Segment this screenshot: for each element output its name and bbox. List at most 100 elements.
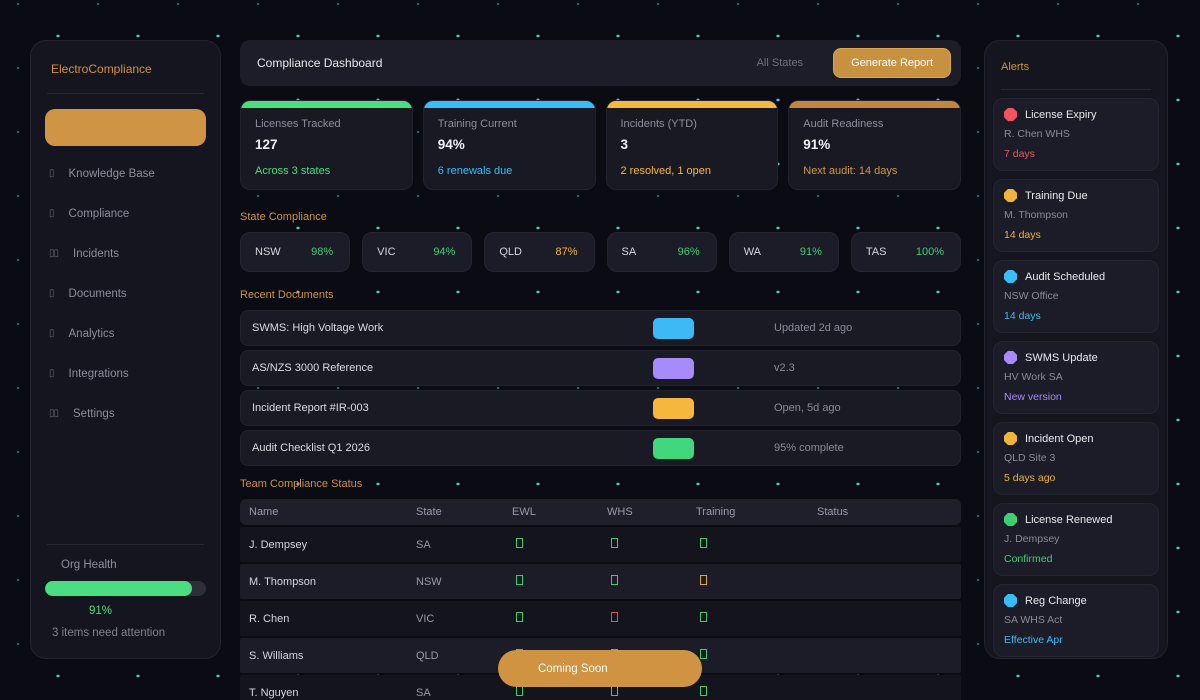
- menu-item-icon: ▯▯: [49, 408, 59, 419]
- alert-value: Confirmed: [1004, 553, 1053, 565]
- alert-status-dot-icon: [1004, 351, 1017, 364]
- sidebar-item-label: Analytics: [68, 328, 115, 340]
- alert-list-item[interactable]: License Expiry R. Chen WHS 7 days: [993, 98, 1159, 171]
- state-name: TAS: [865, 246, 887, 258]
- sidebar-item-label: Documents: [68, 288, 127, 300]
- alert-status-dot-icon: [1004, 189, 1017, 202]
- whs-check-icon: [611, 686, 618, 696]
- alert-value: 14 days: [1004, 310, 1041, 322]
- alert-title: Incident Open: [1025, 432, 1094, 445]
- cell-state: SA: [416, 686, 431, 699]
- stat-card-accent-bar: [606, 101, 778, 108]
- alerts-divider: [1001, 89, 1151, 90]
- org-health-progress: [45, 581, 206, 597]
- table-row: R. Chen VIC: [240, 601, 961, 636]
- stat-card: Training Current 94% 6 renewals due: [422, 100, 596, 190]
- org-health-percent: 91%: [89, 605, 113, 618]
- sidebar-item[interactable]: ▯▯ Settings: [31, 394, 220, 434]
- column-header-status: Status: [817, 506, 849, 518]
- menu-item-icon: ▯: [49, 328, 54, 339]
- menu-item-icon: ▯: [49, 168, 54, 179]
- sidebar-item[interactable]: ▯ Analytics: [31, 314, 220, 354]
- cell-state: NSW: [416, 575, 442, 588]
- training-check-icon: [700, 575, 707, 585]
- stat-subtext: 6 renewals due: [437, 165, 513, 177]
- alert-title: Audit Scheduled: [1025, 270, 1106, 283]
- state-filter[interactable]: All States: [756, 57, 804, 69]
- document-title: SWMS: High Voltage Work: [252, 322, 384, 334]
- sidebar-item-active[interactable]: [45, 109, 206, 146]
- menu-item-icon: ▯▯: [49, 248, 59, 259]
- document-type-badge: [653, 317, 694, 339]
- alert-list-item[interactable]: Training Due M. Thompson 14 days: [993, 179, 1159, 252]
- sidebar-item[interactable]: ▯ Knowledge Base: [31, 154, 220, 194]
- cell-name: T. Nguyen: [249, 686, 299, 699]
- document-meta: 95% complete: [774, 442, 844, 454]
- alert-subtitle: R. Chen WHS: [1004, 128, 1070, 140]
- alert-subtitle: NSW Office: [1004, 290, 1059, 302]
- state-compliance-chip: WA 91%: [728, 232, 839, 272]
- state-chips-row: NSW 98% VIC 94% QLD 87% SA 96% WA 91%: [240, 232, 962, 272]
- menu-item-icon: ▯: [49, 288, 54, 299]
- column-header-training: Training: [696, 506, 736, 518]
- alerts-list: License Expiry R. Chen WHS 7 days Traini…: [985, 90, 1167, 657]
- sidebar-item[interactable]: ▯ Integrations: [31, 354, 220, 394]
- stat-subtext: Next audit: 14 days: [803, 165, 898, 177]
- alert-title: Training Due: [1025, 189, 1088, 202]
- document-type-badge: [653, 437, 694, 459]
- sidebar-item[interactable]: ▯ Compliance: [31, 194, 220, 234]
- org-health-label: Org Health: [61, 559, 117, 572]
- stat-cards-row: Licenses Tracked 127 Across 3 states Tra…: [240, 100, 961, 190]
- sidebar-divider: [47, 544, 204, 546]
- state-name: VIC: [377, 246, 396, 258]
- table-header-row: Name State EWL WHS Training Status: [240, 499, 961, 525]
- state-name: QLD: [499, 246, 522, 258]
- sidebar-item-label: Compliance: [68, 208, 130, 220]
- org-health-note: 3 items need attention: [52, 627, 166, 640]
- column-header-ewl: EWL: [512, 506, 536, 518]
- state-percentage: 94%: [433, 246, 456, 258]
- document-meta: Open, 5d ago: [774, 402, 841, 414]
- alert-status-dot-icon: [1004, 432, 1017, 445]
- alerts-heading: Alerts: [1001, 61, 1030, 73]
- stat-subtext: Across 3 states: [255, 165, 331, 177]
- team-status-heading: Team Compliance Status: [240, 478, 363, 490]
- alert-list-item[interactable]: Reg Change SA WHS Act Effective Apr: [993, 584, 1159, 657]
- sidebar-item[interactable]: ▯▯ Incidents: [31, 234, 220, 274]
- alert-list-item[interactable]: SWMS Update HV Work SA New version: [993, 341, 1159, 414]
- alert-subtitle: J. Dempsey: [1004, 533, 1060, 545]
- state-name: NSW: [255, 246, 281, 258]
- generate-report-button[interactable]: Generate Report: [833, 48, 951, 78]
- org-health-section: Org Health 91% 3 items need attention: [31, 544, 220, 658]
- alert-list-item[interactable]: Incident Open QLD Site 3 5 days ago: [993, 422, 1159, 495]
- document-list-item[interactable]: Audit Checklist Q1 2026 95% complete: [240, 430, 961, 466]
- alert-title: License Expiry: [1025, 108, 1097, 121]
- org-health-progress-fill: [45, 581, 192, 597]
- state-percentage: 100%: [915, 246, 945, 258]
- whs-check-icon: [611, 575, 618, 585]
- cell-name: R. Chen: [249, 612, 290, 625]
- coming-soon-toast: Coming Soon: [498, 650, 702, 687]
- state-compliance-chip: NSW 98%: [240, 232, 351, 272]
- state-compliance-chip: SA 96%: [606, 232, 717, 272]
- state-percentage: 96%: [677, 246, 700, 258]
- document-list-item[interactable]: Incident Report #IR-003 Open, 5d ago: [240, 390, 961, 426]
- training-check-icon: [700, 538, 707, 548]
- document-list-item[interactable]: SWMS: High Voltage Work Updated 2d ago: [240, 310, 961, 346]
- whs-check-icon: [611, 612, 618, 622]
- sidebar-item-label: Settings: [73, 408, 115, 420]
- alert-list-item[interactable]: License Renewed J. Dempsey Confirmed: [993, 503, 1159, 576]
- stat-card-accent-bar: [789, 101, 960, 108]
- cell-state: QLD: [416, 649, 439, 662]
- cell-name: J. Dempsey: [249, 538, 308, 551]
- alert-title: License Renewed: [1025, 513, 1113, 526]
- sidebar-divider: [47, 93, 204, 94]
- stat-label: Audit Readiness: [803, 118, 884, 130]
- column-header-name: Name: [249, 506, 279, 518]
- ewl-check-icon: [516, 612, 523, 622]
- document-title: Incident Report #IR-003: [252, 402, 369, 414]
- document-list-item[interactable]: AS/NZS 3000 Reference v2.3: [240, 350, 961, 386]
- sidebar-item[interactable]: ▯ Documents: [31, 274, 220, 314]
- menu-item-icon: ▯: [49, 368, 54, 379]
- alert-list-item[interactable]: Audit Scheduled NSW Office 14 days: [993, 260, 1159, 333]
